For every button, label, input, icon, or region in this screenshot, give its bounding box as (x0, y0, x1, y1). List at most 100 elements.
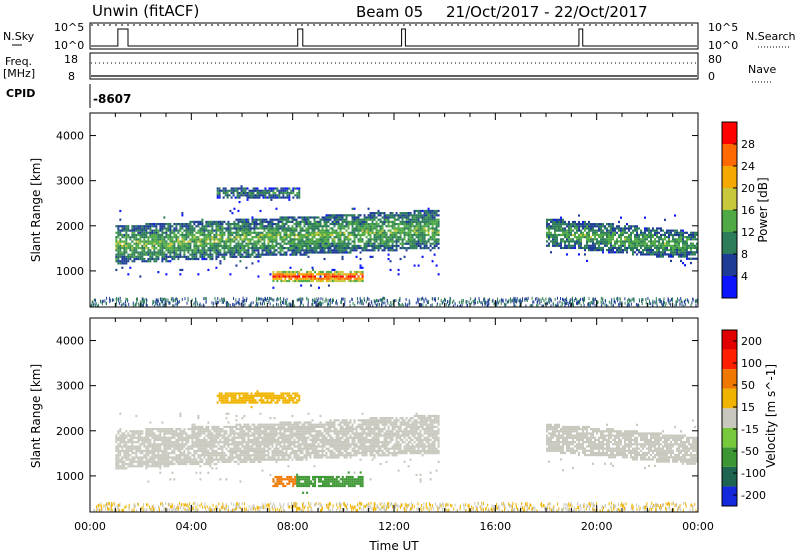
range-gate-cell (383, 218, 386, 221)
range-gate-cell (580, 236, 582, 239)
range-gate-cell (269, 231, 272, 234)
range-gate-cell (339, 227, 342, 230)
range-gate-cell (387, 220, 390, 223)
range-gate-cell (231, 253, 234, 256)
range-gate-cell (306, 273, 309, 276)
range-gate-cell (566, 233, 568, 237)
range-gate-cell (634, 225, 636, 228)
range-gate-cell (359, 236, 362, 239)
range-gate-cell (207, 233, 210, 237)
range-gate-cell (309, 225, 312, 228)
range-gate-cell (310, 279, 313, 283)
range-gate-cell (650, 238, 652, 241)
range-gate-cell (309, 216, 312, 219)
range-gate-cell (664, 233, 666, 237)
range-gate-cell (365, 244, 368, 248)
ground-scatter-cell (291, 508, 293, 512)
range-gate-cell (253, 218, 256, 221)
ground-scatter-cell (148, 505, 150, 509)
range-gate-cell (666, 240, 668, 243)
range-gate-cell (411, 238, 414, 241)
range-gate-cell (239, 220, 242, 223)
range-gate-cell (227, 233, 230, 237)
range-gate-cell (323, 277, 326, 280)
range-gate-cell (676, 253, 678, 256)
range-gate-cell (241, 242, 244, 245)
range-gate-cell (415, 220, 418, 223)
range-gate-cell (280, 279, 283, 283)
range-gate-cell (305, 216, 308, 219)
ground-scatter-cell (172, 303, 174, 307)
range-gate-cell (343, 247, 346, 250)
ground-scatter-cell (242, 296, 244, 300)
range-gate-cell (592, 249, 594, 252)
range-gate-cell (351, 216, 354, 219)
ground-scatter-cell (619, 509, 621, 512)
ground-scatter-cell (163, 304, 165, 307)
range-gate-cell (596, 231, 598, 234)
range-gate-cell (305, 240, 308, 243)
ground-scatter-cell (222, 300, 224, 304)
ground-scatter-cell (127, 298, 129, 302)
range-gate-cell (433, 238, 436, 241)
range-gate-cell (169, 229, 172, 232)
range-gate-cell (429, 216, 432, 219)
ground-scatter-cell (516, 297, 518, 301)
range-gate-cell (249, 240, 252, 243)
range-gate-cell (286, 196, 289, 199)
range-gate-cell (143, 257, 146, 261)
range-gate-cell (602, 223, 604, 226)
range-gate-cell (405, 249, 408, 252)
range-gate-cell (407, 231, 410, 234)
range-gate-cell (403, 229, 406, 232)
range-gate-cell (247, 240, 250, 243)
range-gate-cell (119, 231, 122, 234)
range-gate-cell (614, 244, 616, 247)
range-gate-cell (288, 196, 291, 199)
range-gate-cell (684, 240, 686, 243)
range-gate-cell (209, 229, 212, 232)
ground-scatter-cell (587, 303, 589, 307)
range-gate-cell (129, 257, 132, 261)
range-gate-cell (602, 236, 604, 239)
range-gate-cell (263, 240, 266, 243)
range-gate-cell (287, 236, 290, 239)
range-gate-cell (628, 233, 630, 237)
ground-scatter-cell (556, 303, 558, 307)
range-gate-cell (694, 246, 696, 250)
range-gate-cell (552, 242, 554, 245)
power-ytick-label: 2000 (56, 220, 84, 233)
range-gate-cell (231, 251, 234, 254)
range-gate-cell (327, 279, 330, 283)
range-gate-cell (167, 244, 170, 248)
range-gate-cell (193, 247, 196, 250)
range-gate-cell (429, 238, 432, 241)
range-gate-cell (115, 247, 118, 250)
range-gate-cell (281, 229, 284, 232)
range-gate-cell (365, 242, 368, 245)
range-gate-cell (333, 222, 336, 226)
range-gate-cell (232, 194, 235, 197)
range-gate-cell (257, 275, 260, 278)
range-gate-cell (578, 214, 580, 217)
range-gate-cell (337, 216, 340, 219)
range-gate-cell (263, 244, 266, 248)
range-gate-cell (638, 240, 640, 243)
ground-scatter-cell (602, 301, 604, 305)
range-gate-cell (331, 238, 334, 241)
range-gate-cell (417, 229, 420, 232)
range-gate-cell (139, 242, 142, 245)
range-gate-cell (616, 246, 618, 250)
range-gate-cell (169, 238, 172, 241)
ground-scatter-cell (684, 502, 686, 506)
range-gate-cell (135, 229, 138, 232)
range-gate-cell (638, 242, 640, 245)
range-gate-cell (280, 273, 283, 276)
range-gate-cell (143, 247, 146, 250)
range-gate-cell (435, 218, 438, 221)
ground-scatter-cell (272, 298, 274, 302)
ground-scatter-cell (425, 304, 427, 307)
ground-scatter-cell (631, 297, 633, 301)
range-gate-cell (337, 236, 340, 239)
range-gate-cell (123, 249, 126, 252)
